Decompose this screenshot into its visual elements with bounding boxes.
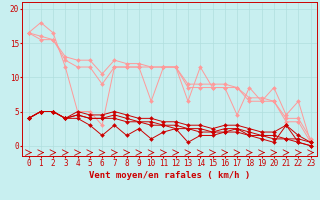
X-axis label: Vent moyen/en rafales ( km/h ): Vent moyen/en rafales ( km/h ) <box>89 171 250 180</box>
